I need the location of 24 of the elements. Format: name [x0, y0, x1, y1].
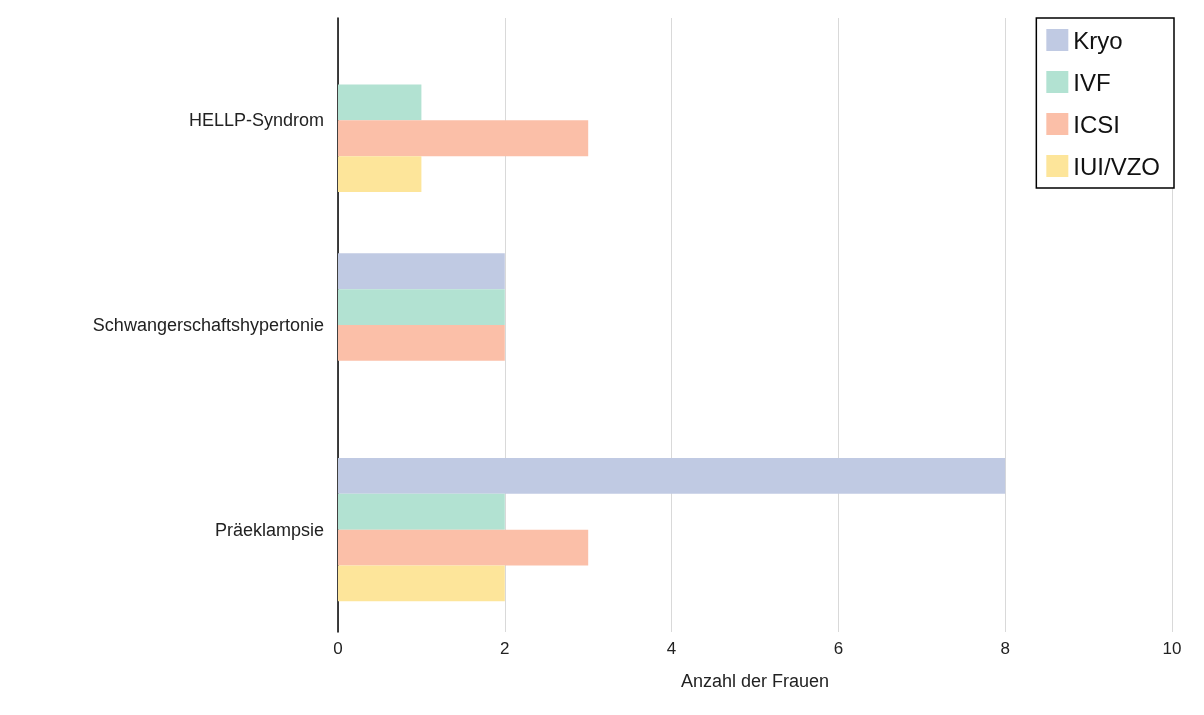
legend-label: IUI/VZO — [1073, 152, 1160, 180]
x-tick-label: 2 — [500, 639, 510, 658]
legend-label: IVF — [1073, 68, 1111, 96]
legend-label: Kryo — [1073, 26, 1123, 54]
x-tick-label: 0 — [333, 639, 343, 658]
y-tick-label: Schwangerschaftshypertonie — [92, 315, 324, 335]
bar — [338, 120, 589, 157]
x-axis-title: Anzahl der Frauen — [680, 671, 830, 691]
x-tick-label: 6 — [833, 639, 844, 658]
bar — [338, 565, 505, 602]
bar — [338, 84, 422, 121]
bar — [338, 493, 505, 530]
y-tick-label: Präeklampsie — [214, 519, 324, 540]
x-tick-label: 8 — [1000, 639, 1010, 658]
x-tick-label: 4 — [666, 639, 677, 658]
bar — [338, 289, 505, 325]
legend-label: ICSI — [1073, 110, 1121, 138]
bar — [338, 156, 422, 192]
bar — [338, 325, 505, 361]
x-tick-label: 10 — [1162, 639, 1182, 658]
bar — [338, 253, 505, 290]
y-tick-label: HELLP-Syndrom — [188, 110, 324, 131]
bar — [338, 458, 1006, 494]
bar — [338, 529, 589, 566]
